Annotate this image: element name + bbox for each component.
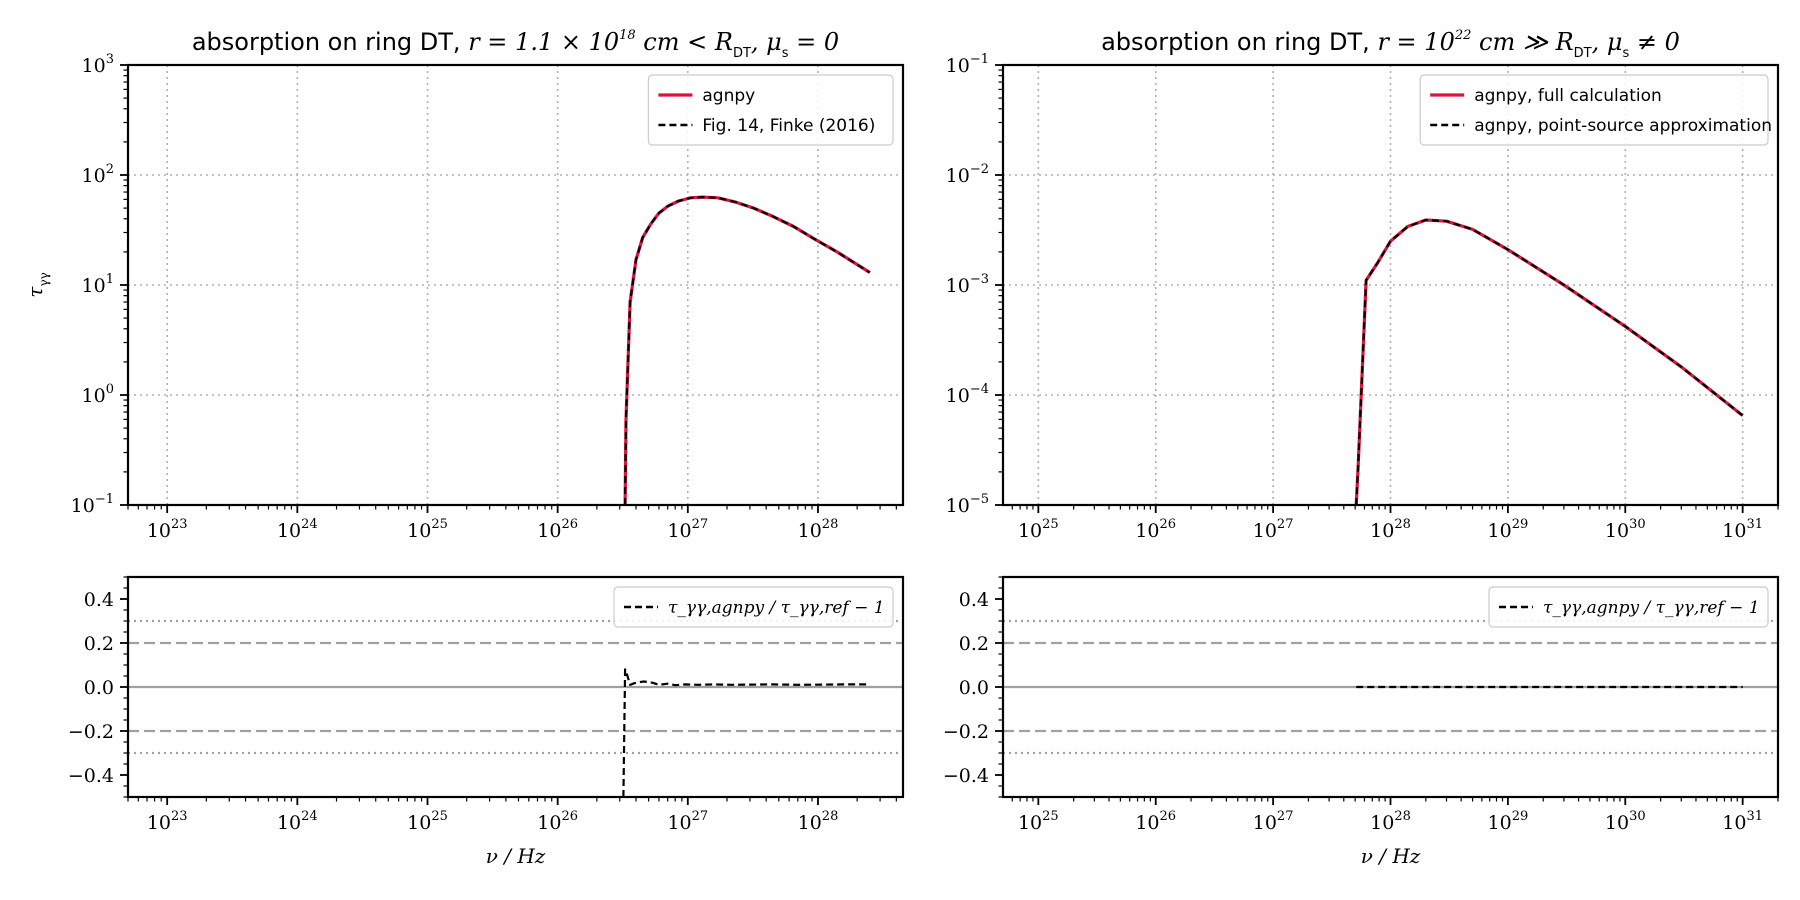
panel-4: 1025 1026 1027 1028 1029 1030 1031 −0.4 −0.2 0.0 0… bbox=[943, 575, 1780, 868]
y-tick-label: 0.0 bbox=[84, 677, 114, 699]
y-tick-label: 0.4 bbox=[84, 589, 114, 611]
x-tick-label: 1025 bbox=[1018, 517, 1059, 542]
series-2-line bbox=[624, 196, 871, 505]
legend-label-1: agnpy bbox=[702, 86, 755, 106]
panel-2: 1025 1026 1027 1028 1029 1030 1031 10−5 10−4 10−3… bbox=[946, 28, 1780, 542]
y-tick-label: −0.4 bbox=[68, 765, 114, 787]
x-tick-label: 1031 bbox=[1722, 517, 1763, 542]
x-tick-label: 1023 bbox=[147, 517, 188, 542]
x-tick-label: 1025 bbox=[407, 809, 448, 834]
y-tick-label: 10−1 bbox=[946, 52, 989, 77]
legend-label-2: Fig. 14, Finke (2016) bbox=[702, 116, 875, 136]
x-tick-label: 1029 bbox=[1488, 809, 1529, 834]
x-tick-label: 1028 bbox=[1370, 517, 1411, 542]
series-1-line bbox=[622, 668, 870, 797]
y-tick-label: −0.2 bbox=[943, 721, 989, 743]
x-tick-label: 1024 bbox=[277, 809, 318, 834]
x-tick-label: 1027 bbox=[1253, 517, 1294, 542]
y-tick-label: 10−5 bbox=[946, 492, 989, 517]
series-1-line bbox=[1354, 218, 1744, 505]
y-tick-label: −0.4 bbox=[943, 765, 989, 787]
chart-title: absorption on ring DT, r = 1022 cm ≫ RDT… bbox=[1101, 28, 1680, 61]
x-tick-label: 1026 bbox=[1135, 809, 1176, 834]
panel-1: 1023 1024 1025 1026 1027 1028 10−1 100 101 102 103… bbox=[23, 28, 905, 542]
legend-box bbox=[1419, 74, 1769, 146]
y-tick-label: 103 bbox=[82, 52, 114, 77]
legend: τ_γγ,agnpy / τ_γγ,ref − 1 bbox=[1488, 586, 1769, 628]
y-tick-label: 10−1 bbox=[71, 492, 114, 517]
y-tick-label: 10−2 bbox=[946, 162, 989, 187]
x-tick-label: 1025 bbox=[1018, 809, 1059, 834]
legend: τ_γγ,agnpy / τ_γγ,ref − 1 bbox=[613, 586, 894, 628]
panel-3: 1023 1024 1025 1026 1027 1028 −0.4 −0.2 0.0 0.2 0.… bbox=[68, 575, 905, 868]
legend-label-2: agnpy, point-source approximation bbox=[1474, 116, 1772, 136]
series-2-line bbox=[1355, 218, 1744, 505]
y-tick-label: 102 bbox=[82, 162, 114, 187]
y-tick-label: 100 bbox=[82, 382, 114, 407]
x-tick-label: 1028 bbox=[798, 809, 839, 834]
x-tick-label: 1026 bbox=[537, 517, 578, 542]
y-tick-label: 0.2 bbox=[959, 633, 989, 655]
x-tick-label: 1025 bbox=[407, 517, 448, 542]
x-tick-label: 1031 bbox=[1722, 809, 1763, 834]
legend-box bbox=[1488, 586, 1769, 628]
x-tick-label: 1023 bbox=[147, 809, 188, 834]
legend-label-1: agnpy, full calculation bbox=[1474, 86, 1662, 106]
x-tick-label: 1030 bbox=[1605, 517, 1646, 542]
legend: agnpy Fig. 14, Finke (2016) bbox=[647, 74, 894, 146]
y-axis-label: τγγ bbox=[23, 272, 51, 297]
y-tick-label: 0.0 bbox=[959, 677, 989, 699]
y-tick-label: 0.4 bbox=[959, 589, 989, 611]
y-tick-label: 0.2 bbox=[84, 633, 114, 655]
x-tick-label: 1029 bbox=[1488, 517, 1529, 542]
x-axis-label: ν / Hz bbox=[1361, 844, 1421, 868]
legend-label-1: τ_γγ,agnpy / τ_γγ,ref − 1 bbox=[668, 598, 885, 618]
legend-box bbox=[647, 74, 894, 146]
chart-title: absorption on ring DT, r = 1.1 × 1018 cm… bbox=[192, 28, 839, 61]
x-tick-label: 1027 bbox=[667, 809, 708, 834]
x-tick-label: 1024 bbox=[277, 517, 318, 542]
legend-box bbox=[613, 586, 894, 628]
x-tick-label: 1030 bbox=[1605, 809, 1646, 834]
x-tick-label: 1027 bbox=[1253, 809, 1294, 834]
x-tick-label: 1026 bbox=[1135, 517, 1176, 542]
x-axis-label: ν / Hz bbox=[486, 844, 546, 868]
x-tick-label: 1028 bbox=[798, 517, 839, 542]
y-tick-label: 10−3 bbox=[946, 272, 989, 297]
legend-label-1: τ_γγ,agnpy / τ_γγ,ref − 1 bbox=[1543, 598, 1760, 618]
legend: agnpy, full calculation agnpy, point-sour… bbox=[1419, 74, 1772, 146]
y-tick-label: −0.2 bbox=[68, 721, 114, 743]
x-tick-label: 1027 bbox=[667, 517, 708, 542]
series-1-line bbox=[623, 195, 871, 505]
x-tick-label: 1026 bbox=[537, 809, 578, 834]
y-tick-label: 101 bbox=[82, 272, 114, 297]
y-tick-label: 10−4 bbox=[946, 382, 989, 407]
x-tick-label: 1028 bbox=[1370, 809, 1411, 834]
